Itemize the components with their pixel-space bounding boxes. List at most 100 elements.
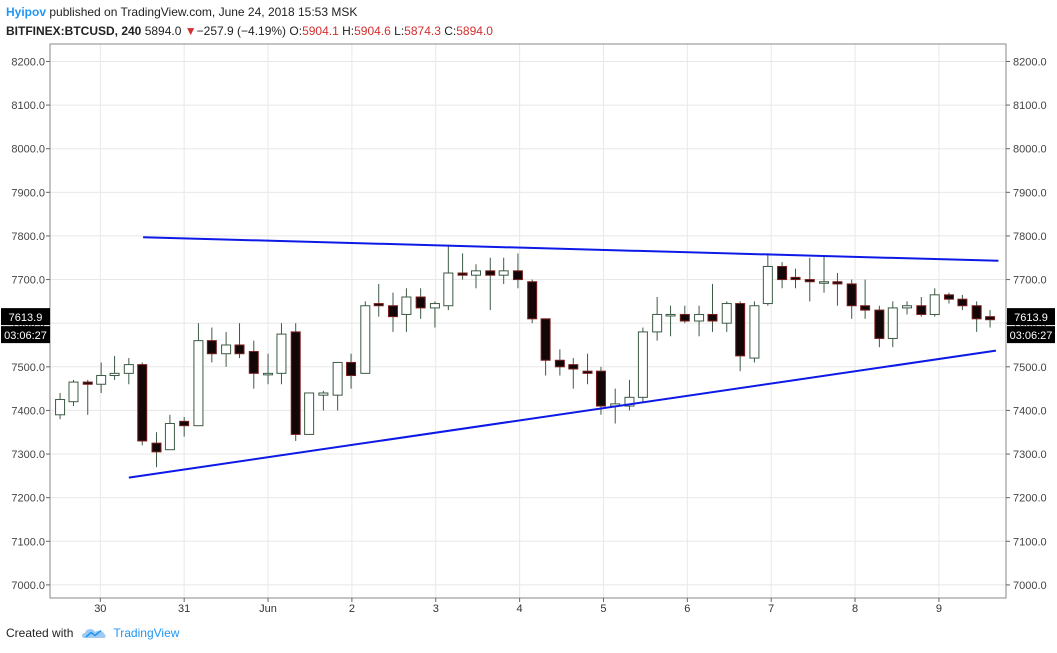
tradingview-cloud-icon[interactable] (81, 626, 107, 640)
candle-body-down (568, 364, 579, 370)
candle-body-up (429, 303, 440, 309)
open-value: 5904.1 (302, 24, 339, 38)
candle (540, 318, 551, 376)
candle (902, 301, 913, 315)
candle (221, 331, 232, 367)
candle-body-down (804, 279, 815, 283)
candle-body-up (694, 313, 705, 322)
candle (749, 301, 760, 363)
candle (346, 353, 357, 389)
candle (401, 288, 412, 332)
candle-body-up (276, 333, 287, 374)
candle-body-up (471, 270, 482, 276)
left-badge: 7613.9 03:06:27 (1, 308, 50, 344)
y-tick-label-right: 7800.0 (1013, 231, 1047, 243)
candle (96, 362, 107, 393)
high-value: 5904.6 (354, 24, 391, 38)
candle-body-down (582, 370, 593, 374)
candle-body-up (68, 381, 79, 403)
candle-body-down (679, 313, 690, 322)
y-tick-label-left: 8200.0 (11, 56, 45, 68)
candle-body-up (443, 272, 454, 307)
candle (554, 349, 565, 376)
tradingview-brand-link[interactable]: TradingView (113, 626, 180, 640)
open-label: O: (289, 24, 303, 38)
candle (373, 283, 384, 317)
candle (234, 323, 245, 359)
right-badge-countdown-bg (1007, 326, 1055, 344)
x-tick-label: 30 (94, 603, 106, 615)
right-badge-countdown: 03:06:27 (1010, 330, 1053, 342)
candle (248, 340, 259, 389)
y-tick-label-left: 7500.0 (11, 362, 45, 374)
candle-body-down (373, 303, 384, 307)
right-badge: 7613.9 03:06:27 (1007, 308, 1055, 344)
y-tick-label-left: 7100.0 (11, 536, 45, 548)
candle (360, 301, 371, 374)
candle (498, 257, 509, 284)
x-tick-label: 4 (517, 603, 523, 615)
chart-header: Hyipov published on TradingView.com, Jun… (6, 4, 493, 39)
candle (777, 262, 788, 289)
close-label: C: (444, 24, 457, 38)
low-label: L: (394, 24, 405, 38)
candle-body-down (512, 270, 523, 281)
left-badge-countdown-bg (1, 326, 50, 344)
y-tick-label-right: 7500.0 (1013, 362, 1047, 374)
candle-body-down (457, 272, 468, 276)
candle (123, 358, 134, 385)
author-link[interactable]: Hyipov (6, 5, 47, 19)
y-tick-label-left: 7900.0 (11, 187, 45, 199)
candle-body-down (485, 270, 496, 276)
candle-body-up (652, 313, 663, 333)
candle (819, 255, 830, 293)
candle-body-down (540, 318, 551, 361)
last-value: 5894.0 (144, 24, 182, 38)
candle-body-down (527, 281, 538, 320)
created-with-text: Created with (6, 626, 74, 640)
trendlines[interactable] (128, 236, 999, 479)
candle-body-down (832, 281, 843, 285)
last-price-badges: 7613.9 03:06:27 7613.9 03:06:27 (1, 308, 1055, 344)
candle (957, 294, 968, 311)
y-tick-label-right: 8200.0 (1013, 56, 1047, 68)
candle-body-up (637, 331, 648, 398)
candle (874, 305, 885, 348)
candle (151, 432, 162, 468)
candle (332, 361, 343, 411)
candle-body-down (206, 340, 217, 355)
y-tick-label-right: 7900.0 (1013, 187, 1047, 199)
candle (109, 355, 120, 380)
trendline-resistance[interactable] (143, 236, 999, 262)
candle (916, 297, 927, 317)
high-label: H: (342, 24, 355, 38)
price-axis-right[interactable]: 8200.08100.08000.07900.07800.07700.07600… (1006, 56, 1047, 592)
candle-body-up (332, 361, 343, 396)
y-tick-label-right: 8000.0 (1013, 144, 1047, 156)
candle-body-up (263, 372, 274, 376)
candle (290, 323, 301, 441)
price-axis-left[interactable]: 8200.08100.08000.07900.07800.07700.07600… (11, 56, 50, 592)
candle-body-down (916, 305, 927, 315)
candle-body-up (318, 392, 329, 396)
candle-body-down (248, 351, 259, 374)
candle (527, 279, 538, 324)
candle-body-up (55, 399, 66, 416)
footer: Created with TradingView (6, 626, 179, 640)
candle (679, 305, 690, 324)
y-tick-label-left: 7700.0 (11, 275, 45, 287)
candles (55, 244, 996, 468)
plot-frame (49, 43, 1007, 599)
candle (595, 366, 606, 415)
y-tick-label-right: 7000.0 (1013, 580, 1047, 592)
y-tick-label-left: 7000.0 (11, 580, 45, 592)
candle (694, 305, 705, 337)
symbol-label: BITFINEX:BTCUSD, 240 (6, 24, 142, 38)
candle-body-up (721, 303, 732, 324)
candle (193, 323, 204, 427)
candle-body-up (902, 305, 913, 309)
candle-body-up (887, 307, 898, 339)
trendline-support[interactable] (128, 349, 997, 479)
time-axis[interactable]: 30 31 Jun 2 3 4 5 6 7 8 9 (94, 598, 942, 615)
